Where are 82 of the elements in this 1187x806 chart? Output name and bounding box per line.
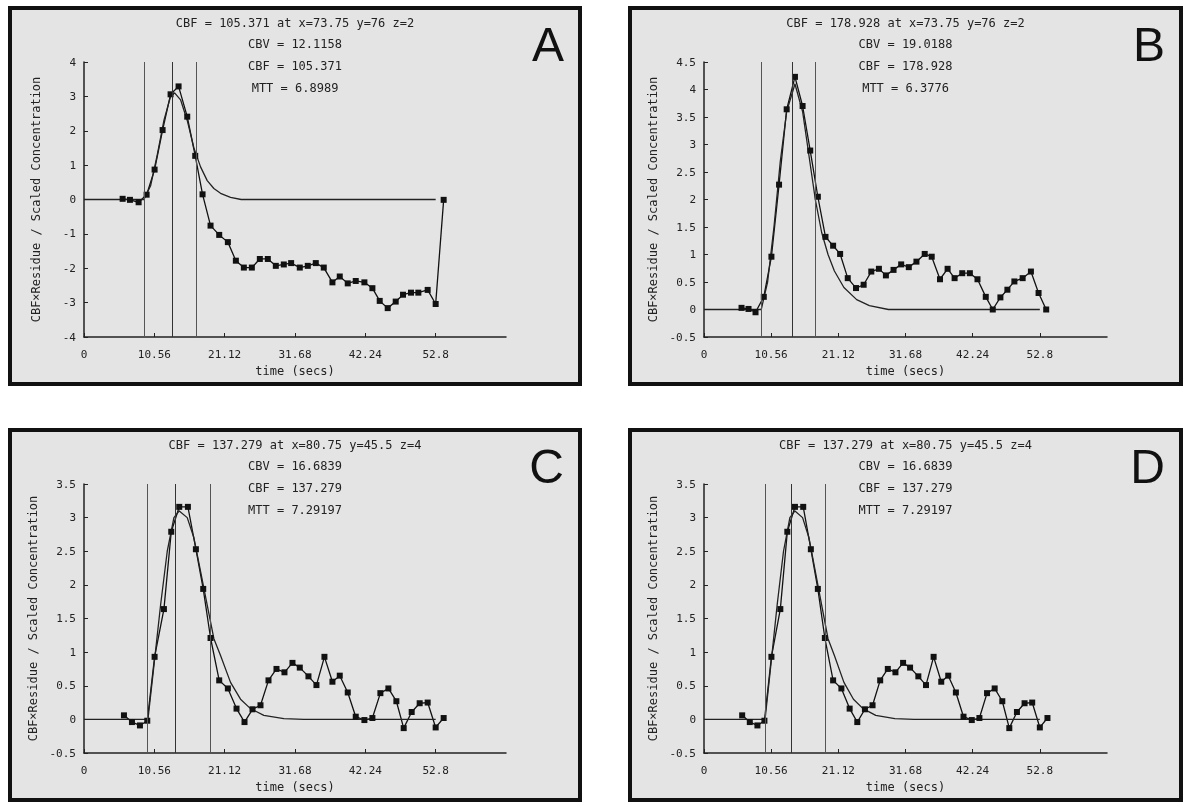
y-tick-label: 0 xyxy=(689,712,696,726)
y-tick-label: 0.5 xyxy=(676,679,696,693)
x-tick-label: 52.8 xyxy=(1026,348,1054,361)
y-tick-label: 3.5 xyxy=(676,110,696,124)
y-tick-label: 3 xyxy=(689,138,696,151)
x-tick-label: 21.12 xyxy=(208,764,242,777)
y-tick-label: 1.5 xyxy=(676,220,696,234)
y-tick-label: 2.5 xyxy=(676,544,696,558)
y-tick-label: -3 xyxy=(62,296,76,310)
y-tick-label: -1 xyxy=(62,227,76,241)
text: B xyxy=(1132,17,1165,71)
x-tick-label: 0 xyxy=(80,348,88,361)
x-tick-label: 0 xyxy=(700,764,708,777)
x-tick-label: 42.24 xyxy=(956,764,990,777)
x-tick-label: 52.8 xyxy=(422,764,449,777)
y-tick-label: 2 xyxy=(689,193,696,206)
x-tick-label: 31.68 xyxy=(888,764,923,777)
chart-subtitle: CBV = 12.1158 CBF = 105.371 MTT = 6.8989 xyxy=(248,37,342,95)
y-tick-label: -4 xyxy=(62,330,77,344)
y-axis-title: CBF×Residue / Scaled Concentration xyxy=(645,495,660,742)
x-tick-label: 52.8 xyxy=(1026,764,1054,777)
chart-title: CBF = 137.279 at x=80.75 y=45.5 z=4 xyxy=(168,438,422,452)
y-tick-label: 1.5 xyxy=(676,612,696,625)
y-axis-title: CBF×Residue / Scaled Concentration xyxy=(29,76,43,323)
x-tick-label: 0 xyxy=(80,764,88,777)
text: A xyxy=(531,17,564,71)
x-tick-label: 21.12 xyxy=(821,764,855,777)
x-tick-label: 10.56 xyxy=(137,764,171,777)
text: C xyxy=(529,439,565,493)
y-tick-label: 3 xyxy=(69,89,76,103)
x-tick-label: 31.68 xyxy=(888,348,923,361)
chart-title: CBF = 105.371 at x=73.75 y=76 z=2 xyxy=(175,16,415,30)
chart-subtitle: CBV = 16.6839 CBF = 137.279 MTT = 7.29197 xyxy=(858,459,953,517)
y-tick-label: 3 xyxy=(69,511,76,525)
y-tick-label: 1.5 xyxy=(56,612,76,625)
y-tick-label: 2 xyxy=(69,578,76,592)
y-tick-label: 0.5 xyxy=(56,679,76,693)
y-tick-label: 3 xyxy=(689,511,696,525)
x-axis-title: time (secs) xyxy=(865,364,946,378)
chart-subtitle: CBV = 19.0188 CBF = 178.928 MTT = 6.3776 xyxy=(858,37,953,95)
x-tick-label: 42.24 xyxy=(348,764,383,777)
y-tick-label: 2.5 xyxy=(676,165,696,179)
y-tick-label: -0.5 xyxy=(669,330,696,344)
chart-title: CBF = 178.928 at x=73.75 y=76 z=2 xyxy=(786,16,1025,30)
x-tick-label: 42.24 xyxy=(956,348,990,361)
x-tick-label: 31.68 xyxy=(278,348,312,361)
y-tick-label: 1 xyxy=(689,248,696,261)
x-tick-label: 10.56 xyxy=(754,348,788,361)
y-axis-title: CBF×Residue / Scaled Concentration xyxy=(645,76,660,323)
y-tick-label: -2 xyxy=(62,261,76,275)
y-axis-title: CBF×Residue / Scaled Concentration xyxy=(25,495,40,742)
y-tick-label: -0.5 xyxy=(49,746,76,760)
x-tick-label: 0 xyxy=(700,348,708,361)
x-tick-label: 31.68 xyxy=(278,764,312,777)
x-axis-title: time (secs) xyxy=(255,780,335,794)
x-axis-title: time (secs) xyxy=(865,780,946,794)
x-tick-label: 21.12 xyxy=(821,348,855,361)
y-tick-label: 0 xyxy=(69,712,76,726)
y-tick-label: 4 xyxy=(689,83,697,96)
x-tick-label: 21.12 xyxy=(208,348,242,361)
y-tick-label: 2.5 xyxy=(56,544,76,558)
y-tick-label: 1 xyxy=(689,645,696,659)
y-tick-label: 4 xyxy=(69,55,77,69)
y-tick-label: 1 xyxy=(69,645,76,659)
y-tick-label: 4.5 xyxy=(676,55,696,69)
chart-subtitle: CBV = 16.6839 CBF = 137.279 MTT = 7.29197 xyxy=(248,459,342,517)
y-tick-label: 2 xyxy=(69,124,76,138)
y-tick-label: 3.5 xyxy=(56,477,76,491)
chart-title: CBF = 137.279 at x=80.75 y=45.5 z=4 xyxy=(779,438,1032,452)
x-tick-label: 10.56 xyxy=(754,764,788,777)
x-tick-label: 10.56 xyxy=(137,348,171,361)
x-tick-label: 52.8 xyxy=(422,348,449,361)
y-tick-label: -0.5 xyxy=(669,746,696,760)
text: D xyxy=(1130,439,1166,493)
x-tick-label: 42.24 xyxy=(348,348,383,361)
y-tick-label: 0 xyxy=(69,193,76,206)
y-tick-label: 2 xyxy=(689,578,696,592)
y-tick-label: 3.5 xyxy=(676,477,696,491)
y-tick-label: 1 xyxy=(69,158,76,172)
y-tick-label: 0.5 xyxy=(676,275,696,289)
x-axis-title: time (secs) xyxy=(255,364,335,378)
y-tick-label: 0 xyxy=(689,303,696,316)
